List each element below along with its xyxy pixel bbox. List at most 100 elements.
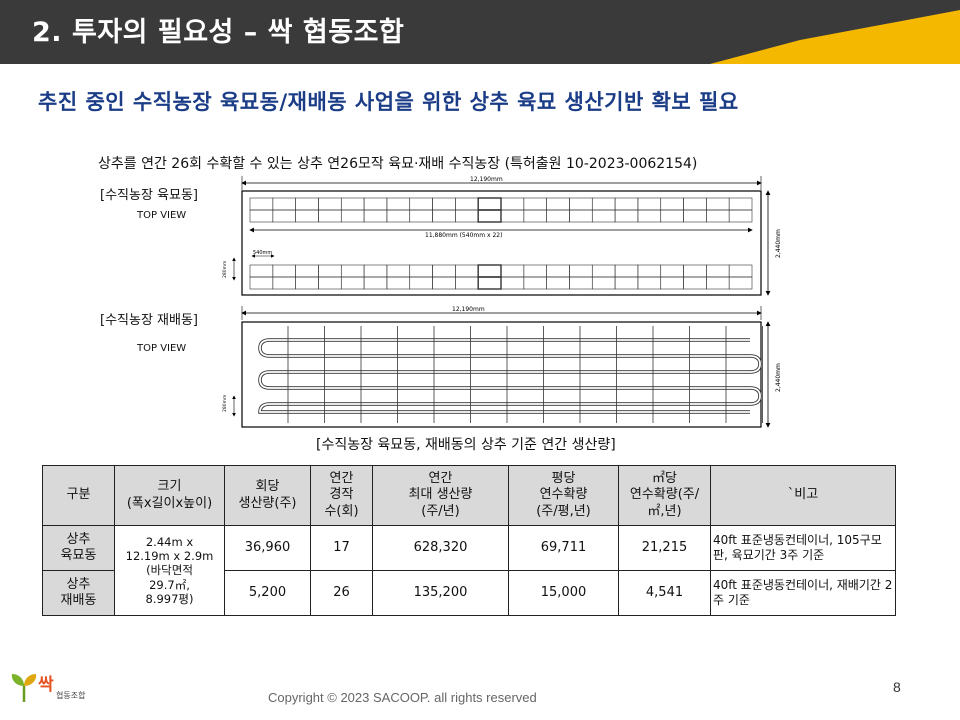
- header-accent-shape: [710, 10, 960, 64]
- tray-cell: [249, 264, 274, 278]
- cultivation-top-view: TOP VIEW: [137, 343, 187, 354]
- copyright: Copyright © 2023 SACOOP. all rights rese…: [268, 690, 537, 705]
- tray-cell: [591, 264, 616, 278]
- cultivation-racks: [287, 326, 763, 423]
- tray-cell: [295, 276, 319, 290]
- tray-cell: [272, 197, 296, 211]
- tray-cell: [637, 264, 662, 278]
- tray-cell: [363, 209, 388, 223]
- tray-cell: [614, 276, 639, 290]
- tray-cell: [523, 276, 547, 290]
- tray-cell: [272, 276, 296, 290]
- nursery-trays-top: [249, 197, 753, 223]
- tray-cell: [660, 209, 684, 223]
- tray-cell: [546, 276, 570, 290]
- tray-cell: [386, 276, 411, 290]
- cell-per-batch: 36,960: [224, 525, 311, 571]
- cell-per-pyeong: 69,711: [508, 525, 619, 571]
- tray-cell: [614, 264, 639, 278]
- tray-cell: [546, 197, 570, 211]
- tray-cell: [728, 276, 753, 290]
- tray-cell: [295, 209, 319, 223]
- cell-annual-max: 135,200: [372, 570, 509, 616]
- header-background: [0, 0, 960, 64]
- tray-cell: [637, 197, 662, 211]
- table-caption: [수직농장 육묘동, 재배동의 상추 기준 연간 생산량]: [316, 437, 616, 453]
- cultivation-container: [241, 321, 762, 428]
- nursery-top-view: TOP VIEW: [137, 210, 187, 221]
- tray-cell: [706, 197, 730, 211]
- cell-per-batch: 5,200: [224, 570, 311, 616]
- tray-cell: [569, 264, 593, 278]
- cell-size: 2.44m x 12.19m x 2.9m (바닥면적 29.7㎡, 8.997평): [114, 525, 225, 616]
- tray-cell: [683, 197, 707, 211]
- tray-cell: [683, 276, 707, 290]
- col-header-category: 구분: [42, 465, 115, 526]
- tray-cell: [637, 276, 662, 290]
- tray-cell: [706, 264, 730, 278]
- tray-cell: [340, 276, 365, 290]
- cultivation-side-dim: 280mm: [222, 395, 228, 412]
- nursery-length-dim: 12,190mm: [470, 176, 503, 183]
- tray-cell: [386, 264, 411, 278]
- cultivation-pipes: [258, 338, 762, 414]
- tray-cell: [706, 209, 730, 223]
- tray-cell: [272, 264, 296, 278]
- tray-cell: [569, 276, 593, 290]
- nursery-label: [수직농장 육묘동]: [100, 188, 198, 203]
- cultivation-width-dim: 2,440mm: [775, 363, 782, 392]
- col-header-per-pyeong: 평당 연수확량 (주/평,년): [508, 465, 619, 526]
- row-name-nursery: 상추 육묘동: [42, 525, 115, 571]
- tray-cell: [683, 209, 707, 223]
- tray-cell: [546, 264, 570, 278]
- vertical-farm-diagram: 12,190mm 11,880mm (540mm x 22) 540mm 280…: [222, 176, 782, 428]
- logo-text: 싹: [38, 675, 54, 695]
- tray-cell: [477, 197, 502, 211]
- tray-cell: [660, 197, 684, 211]
- tray-cell: [500, 197, 525, 211]
- tray-cell: [500, 209, 525, 223]
- page-number: 8: [893, 679, 901, 695]
- header-bar: 2. 투자의 필요성 – 싹 협동조합: [0, 0, 960, 64]
- tray-cell: [409, 209, 433, 223]
- table-header-row: 구분 크기 (폭x길이x높이) 회당 생산량(주) 연간 경작 수(회) 연간 최대 생산…: [42, 465, 896, 526]
- tray-cell: [272, 209, 296, 223]
- nursery-side-dim: 280mm: [222, 261, 228, 278]
- tray-cell: [591, 209, 616, 223]
- tray-cell: [455, 276, 479, 290]
- diagram-caption: 상추를 연간 26회 수확할 수 있는 상추 연26모작 육묘·재배 수직농장 …: [98, 156, 698, 172]
- tray-cell: [363, 197, 388, 211]
- tray-cell: [363, 276, 388, 290]
- tray-cell: [409, 197, 433, 211]
- tray-cell: [500, 276, 525, 290]
- nursery-container: [241, 190, 762, 296]
- cell-per-sqm: 4,541: [618, 570, 711, 616]
- tray-cell: [660, 264, 684, 278]
- tray-cell: [249, 209, 274, 223]
- tray-cell: [318, 276, 342, 290]
- row-name-cultivation: 상추 재배동: [42, 570, 115, 616]
- cell-cycles: 17: [310, 525, 373, 571]
- tray-cell: [318, 264, 342, 278]
- production-table: 구분 크기 (폭x길이x높이) 회당 생산량(주) 연간 경작 수(회) 연간 최대 생산…: [42, 465, 896, 616]
- sprout-icon: 싹 협동조합: [11, 674, 86, 703]
- cell-note: 40ft 표준냉동컨테이너, 재배기간 2주 기준: [710, 570, 896, 616]
- tray-cell: [728, 209, 753, 223]
- logo-subtext: 협동조합: [56, 690, 86, 700]
- tray-cell: [523, 197, 547, 211]
- col-header-size: 크기 (폭x길이x높이): [114, 465, 225, 526]
- col-header-per-sqm: ㎡당 연수확량(주/㎡,년): [618, 465, 711, 526]
- tray-cell: [477, 209, 502, 223]
- tray-cell: [340, 264, 365, 278]
- tray-cell: [432, 264, 456, 278]
- tray-cell: [409, 264, 433, 278]
- tray-cell: [249, 197, 274, 211]
- tray-cell: [432, 209, 456, 223]
- col-header-per-batch: 회당 생산량(주): [224, 465, 311, 526]
- tray-cell: [249, 276, 274, 290]
- tray-cell: [477, 276, 502, 290]
- tray-cell: [591, 276, 616, 290]
- nursery-width-dim: 2,440mm: [775, 229, 782, 258]
- tray-cell: [340, 209, 365, 223]
- cell-per-sqm: 21,215: [618, 525, 711, 571]
